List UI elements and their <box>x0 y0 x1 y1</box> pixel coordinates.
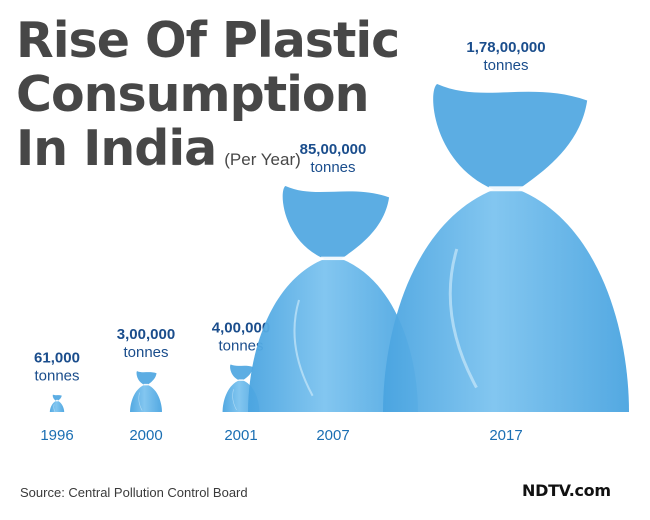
value-unit-label: tonnes <box>218 338 263 355</box>
bag-top <box>52 394 62 401</box>
ndtv-logo: NDTV.com <box>522 481 611 500</box>
bag-top <box>230 364 254 381</box>
bag-highlight <box>232 389 237 411</box>
title-line-2: Consumption <box>16 66 369 123</box>
bag-tie <box>143 383 149 386</box>
bag-highlight <box>53 404 56 413</box>
bag-body <box>383 189 629 412</box>
value-label: 1,78,00,000 <box>466 39 545 56</box>
title-line-3-text: In India <box>16 120 217 177</box>
value-label: 61,000 <box>34 350 80 367</box>
bag-tie <box>55 399 59 402</box>
bag-tie <box>321 256 345 261</box>
bag-body <box>49 400 65 412</box>
year-label: 2017 <box>489 427 522 444</box>
title-line-3: In India (Per Year) <box>16 122 399 187</box>
bag-body <box>130 384 162 412</box>
bag-highlight <box>138 392 143 411</box>
bag-highlight <box>448 248 478 389</box>
year-label: 2001 <box>224 427 257 444</box>
bag-mark-2007 <box>248 185 418 412</box>
bag-body <box>248 258 418 412</box>
bag-mark-2017 <box>383 84 629 412</box>
bag-top <box>282 185 390 259</box>
bag-mark-2000 <box>130 371 162 412</box>
bag-highlight <box>293 299 314 397</box>
source-note: Source: Central Pollution Control Board <box>20 485 248 500</box>
value-unit-label: tonnes <box>123 344 168 361</box>
value-label: 4,00,000 <box>212 320 270 337</box>
year-label: 2000 <box>129 427 162 444</box>
value-label: 3,00,000 <box>117 326 175 343</box>
year-label: 1996 <box>40 427 73 444</box>
bag-top <box>433 84 588 190</box>
bag-mark-1996 <box>49 394 65 413</box>
year-label: 2007 <box>316 427 349 444</box>
bag-top <box>136 371 157 385</box>
value-unit-label: tonnes <box>310 159 355 176</box>
bag-tie <box>488 186 524 192</box>
title-line-1: Rise Of Plastic <box>16 12 400 69</box>
value-unit-label: tonnes <box>483 57 528 74</box>
bag-tie <box>238 379 244 381</box>
chart-subtitle: (Per Year) <box>224 150 301 169</box>
chart-title: Rise Of Plastic Consumption In India (Per… <box>16 12 400 187</box>
value-unit-label: tonnes <box>34 368 79 385</box>
value-label: 85,00,000 <box>300 141 367 158</box>
